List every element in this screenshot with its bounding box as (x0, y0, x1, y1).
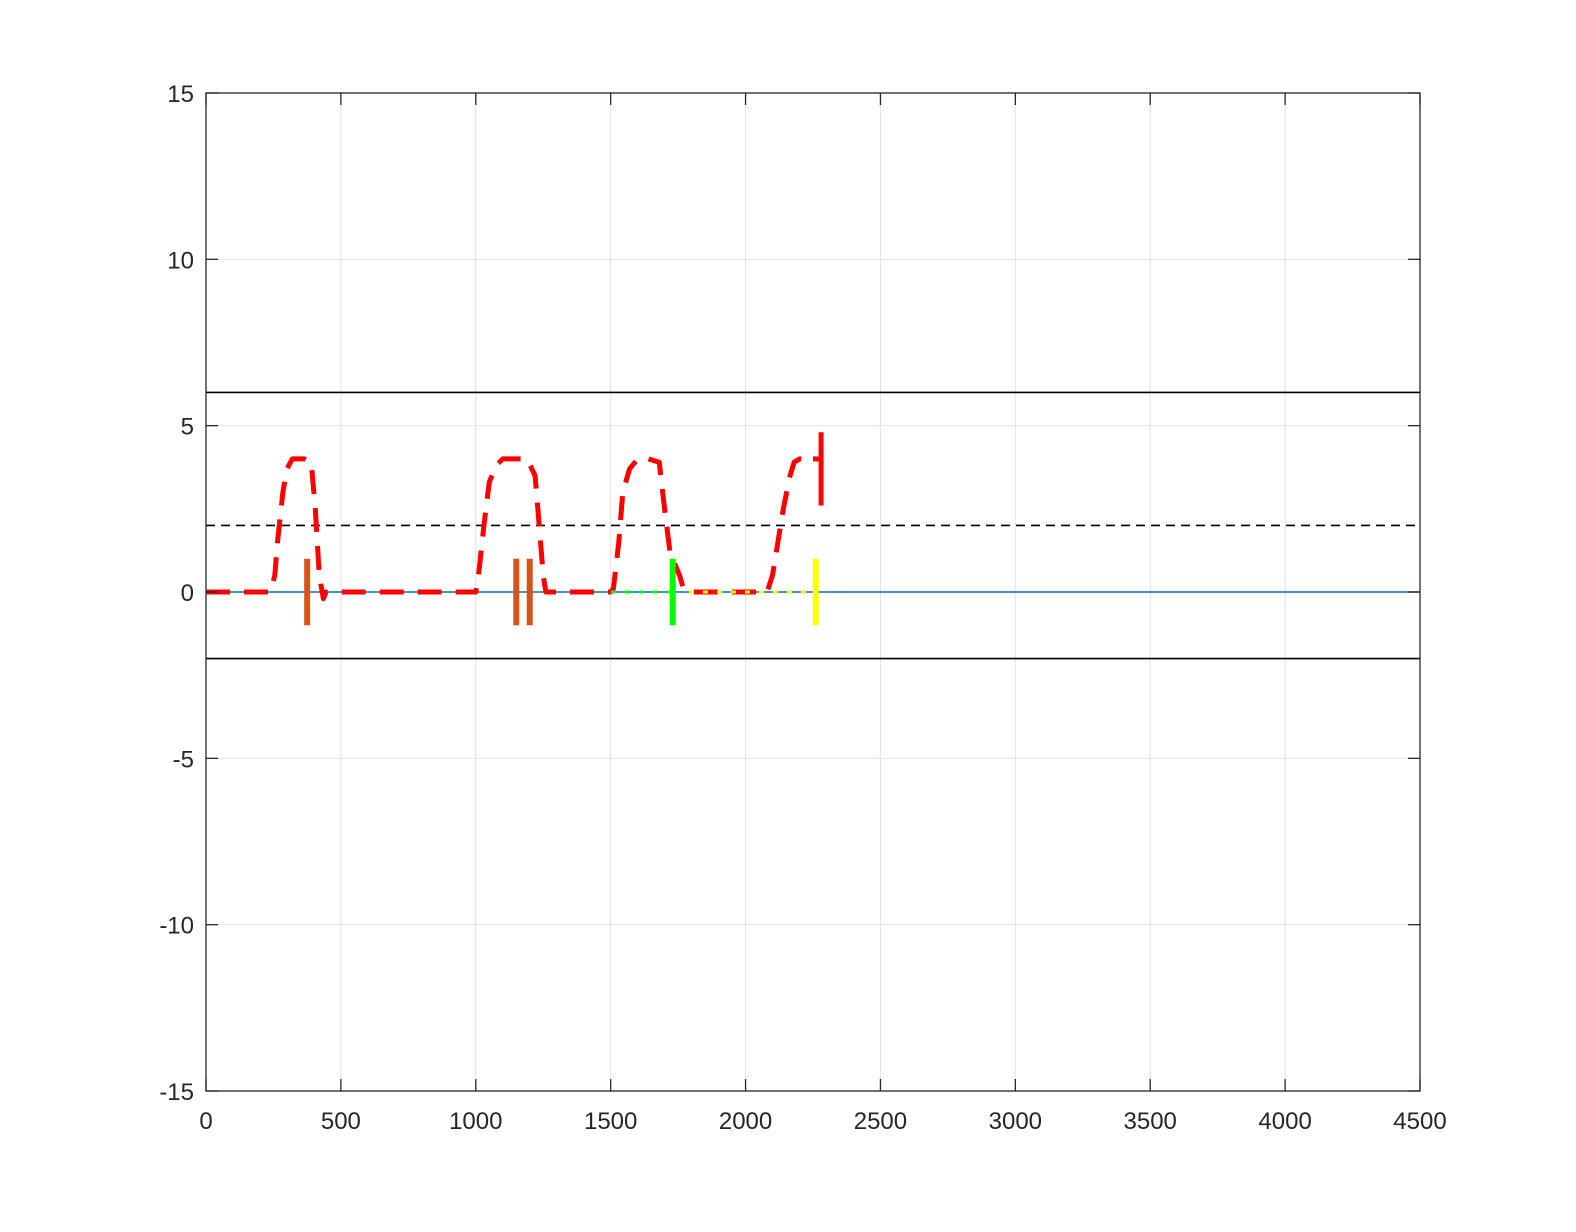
x-tick-label: 3000 (989, 1108, 1042, 1135)
x-tick-label: 4000 (1258, 1108, 1311, 1135)
x-tick-label: 500 (321, 1108, 361, 1135)
y-tick-label: 10 (167, 247, 194, 274)
y-tick-label: 15 (167, 81, 194, 108)
y-tick-label: 5 (181, 414, 194, 441)
x-tick-label: 1500 (584, 1108, 637, 1135)
x-tick-label: 2000 (719, 1108, 772, 1135)
axis-ticks (205, 92, 1421, 1092)
x-tick-label: 4500 (1393, 1108, 1446, 1135)
reference-lines (206, 391, 1420, 660)
x-tick-label: 3500 (1124, 1108, 1177, 1135)
x-tick-label: 0 (199, 1108, 212, 1135)
y-tick-label: -15 (159, 1079, 194, 1106)
series-line (206, 456, 813, 602)
x-tick-label: 1000 (449, 1108, 502, 1135)
x-tick-labels: 0 500 1000 1500 2000 2500 3000 3500 4000 4500 (199, 1108, 1446, 1135)
vertical-markers (304, 558, 819, 626)
y-tick-label: 0 (181, 580, 194, 607)
y-tick-label: -5 (173, 746, 194, 773)
y-tick-label: -10 (159, 913, 194, 940)
y-tick-labels: -15 -10 -5 0 5 10 15 (159, 81, 194, 1106)
x-tick-label: 2500 (854, 1108, 907, 1135)
series-group (206, 432, 824, 602)
